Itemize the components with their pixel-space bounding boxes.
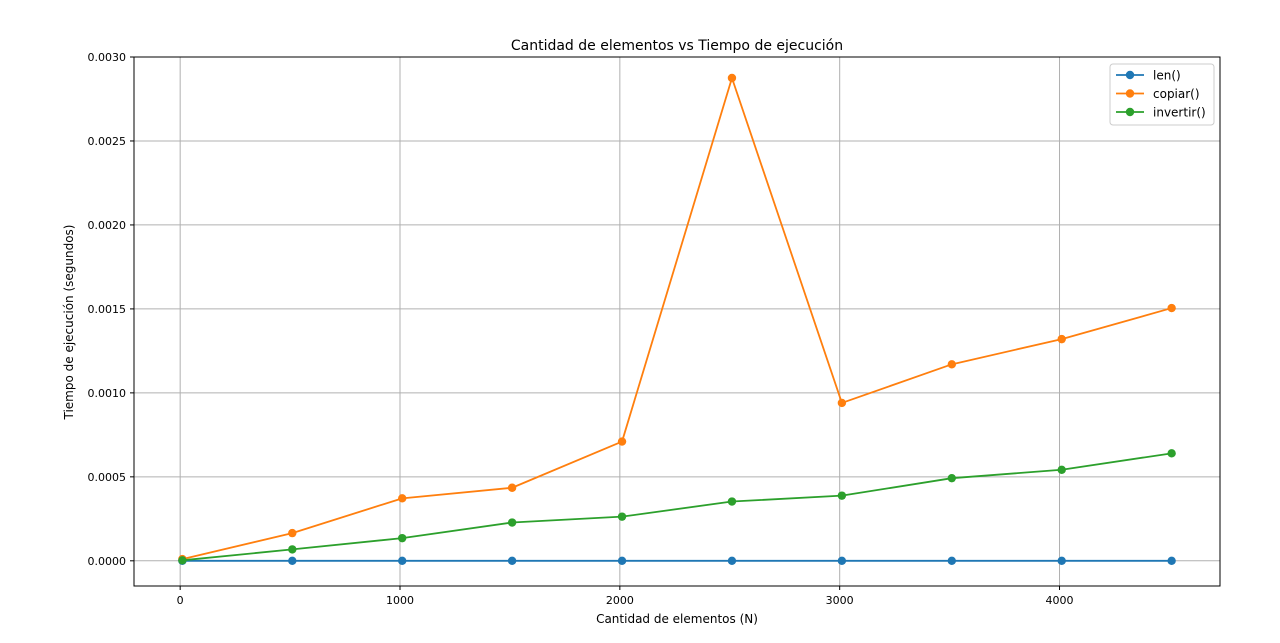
- y-tick-label: 0.0005: [88, 471, 127, 484]
- legend-swatch-marker: [1125, 107, 1135, 117]
- series-len: [178, 556, 1176, 566]
- legend: len() copiar() invertir(): [1109, 63, 1215, 126]
- data-point-len: [398, 556, 407, 566]
- data-point-invertir: [1057, 465, 1066, 474]
- data-point-len: [507, 556, 517, 566]
- legend-swatch-marker: [1125, 70, 1135, 80]
- x-tick-label: 3000: [826, 594, 854, 607]
- legend-label: copiar(): [1153, 87, 1200, 101]
- y-tick-label: 0.0000: [88, 555, 127, 568]
- data-point-copiar: [617, 437, 627, 446]
- data-point-copiar: [947, 360, 956, 369]
- data-point-len: [1057, 556, 1066, 566]
- data-point-len: [947, 556, 956, 566]
- data-point-invertir: [617, 512, 627, 521]
- data-point-len: [727, 556, 737, 566]
- legend-item-len: len(): [1116, 69, 1181, 83]
- x-tick-label: 0: [177, 594, 184, 607]
- data-point-invertir: [398, 533, 407, 543]
- y-tick-label: 0.0030: [88, 51, 127, 64]
- legend-label: invertir(): [1153, 106, 1206, 120]
- data-point-invertir: [288, 545, 297, 554]
- data-point-len: [837, 556, 847, 566]
- data-point-copiar: [727, 73, 737, 83]
- series-line-copiar: [182, 77, 1172, 561]
- legend-swatch-marker: [1125, 89, 1135, 98]
- data-point-invertir: [727, 497, 737, 506]
- y-tick-label: 0.0020: [88, 219, 127, 232]
- data-point-invertir: [837, 491, 847, 500]
- grid: [134, 56, 1220, 586]
- data-point-invertir: [178, 556, 187, 565]
- data-point-len: [617, 556, 627, 566]
- chart-title: Cantidad de elementos vs Tiempo de ejecu…: [511, 38, 843, 54]
- data-point-len: [288, 556, 297, 566]
- y-axis-label: Tiempo de ejecución (segundos): [62, 225, 76, 421]
- legend-label: len(): [1153, 69, 1181, 83]
- x-tick-label: 4000: [1046, 594, 1074, 607]
- data-point-invertir: [947, 473, 956, 483]
- data-point-copiar: [288, 528, 297, 538]
- series-copiar: [178, 73, 1176, 564]
- data-point-copiar: [507, 483, 517, 492]
- y-tick-label: 0.0015: [88, 303, 127, 316]
- y-tick-label: 0.0010: [88, 387, 127, 400]
- data-point-copiar: [1057, 334, 1066, 344]
- y-tick-label: 0.0025: [88, 135, 127, 148]
- data-point-len: [1167, 556, 1176, 566]
- series: [178, 73, 1176, 566]
- series-invertir: [178, 449, 1176, 565]
- x-tick-label: 2000: [606, 594, 634, 607]
- plot-frame: [133, 56, 1221, 587]
- legend-box: [1109, 63, 1215, 126]
- axis-ticks: 0 1000 2000 3000 4000 0.0000 0.0005 0.0010 0.001…: [88, 51, 1074, 607]
- series-line-invertir: [182, 452, 1172, 562]
- data-point-copiar: [837, 398, 847, 408]
- data-point-copiar: [398, 494, 407, 503]
- legend-item-copiar: copiar(): [1116, 87, 1200, 101]
- x-tick-label: 1000: [386, 594, 414, 607]
- x-axis-label: Cantidad de elementos (N): [596, 612, 758, 626]
- legend-item-invertir: invertir(): [1116, 106, 1206, 120]
- data-point-copiar: [1167, 303, 1176, 313]
- data-point-invertir: [507, 518, 517, 527]
- data-point-invertir: [1167, 449, 1176, 458]
